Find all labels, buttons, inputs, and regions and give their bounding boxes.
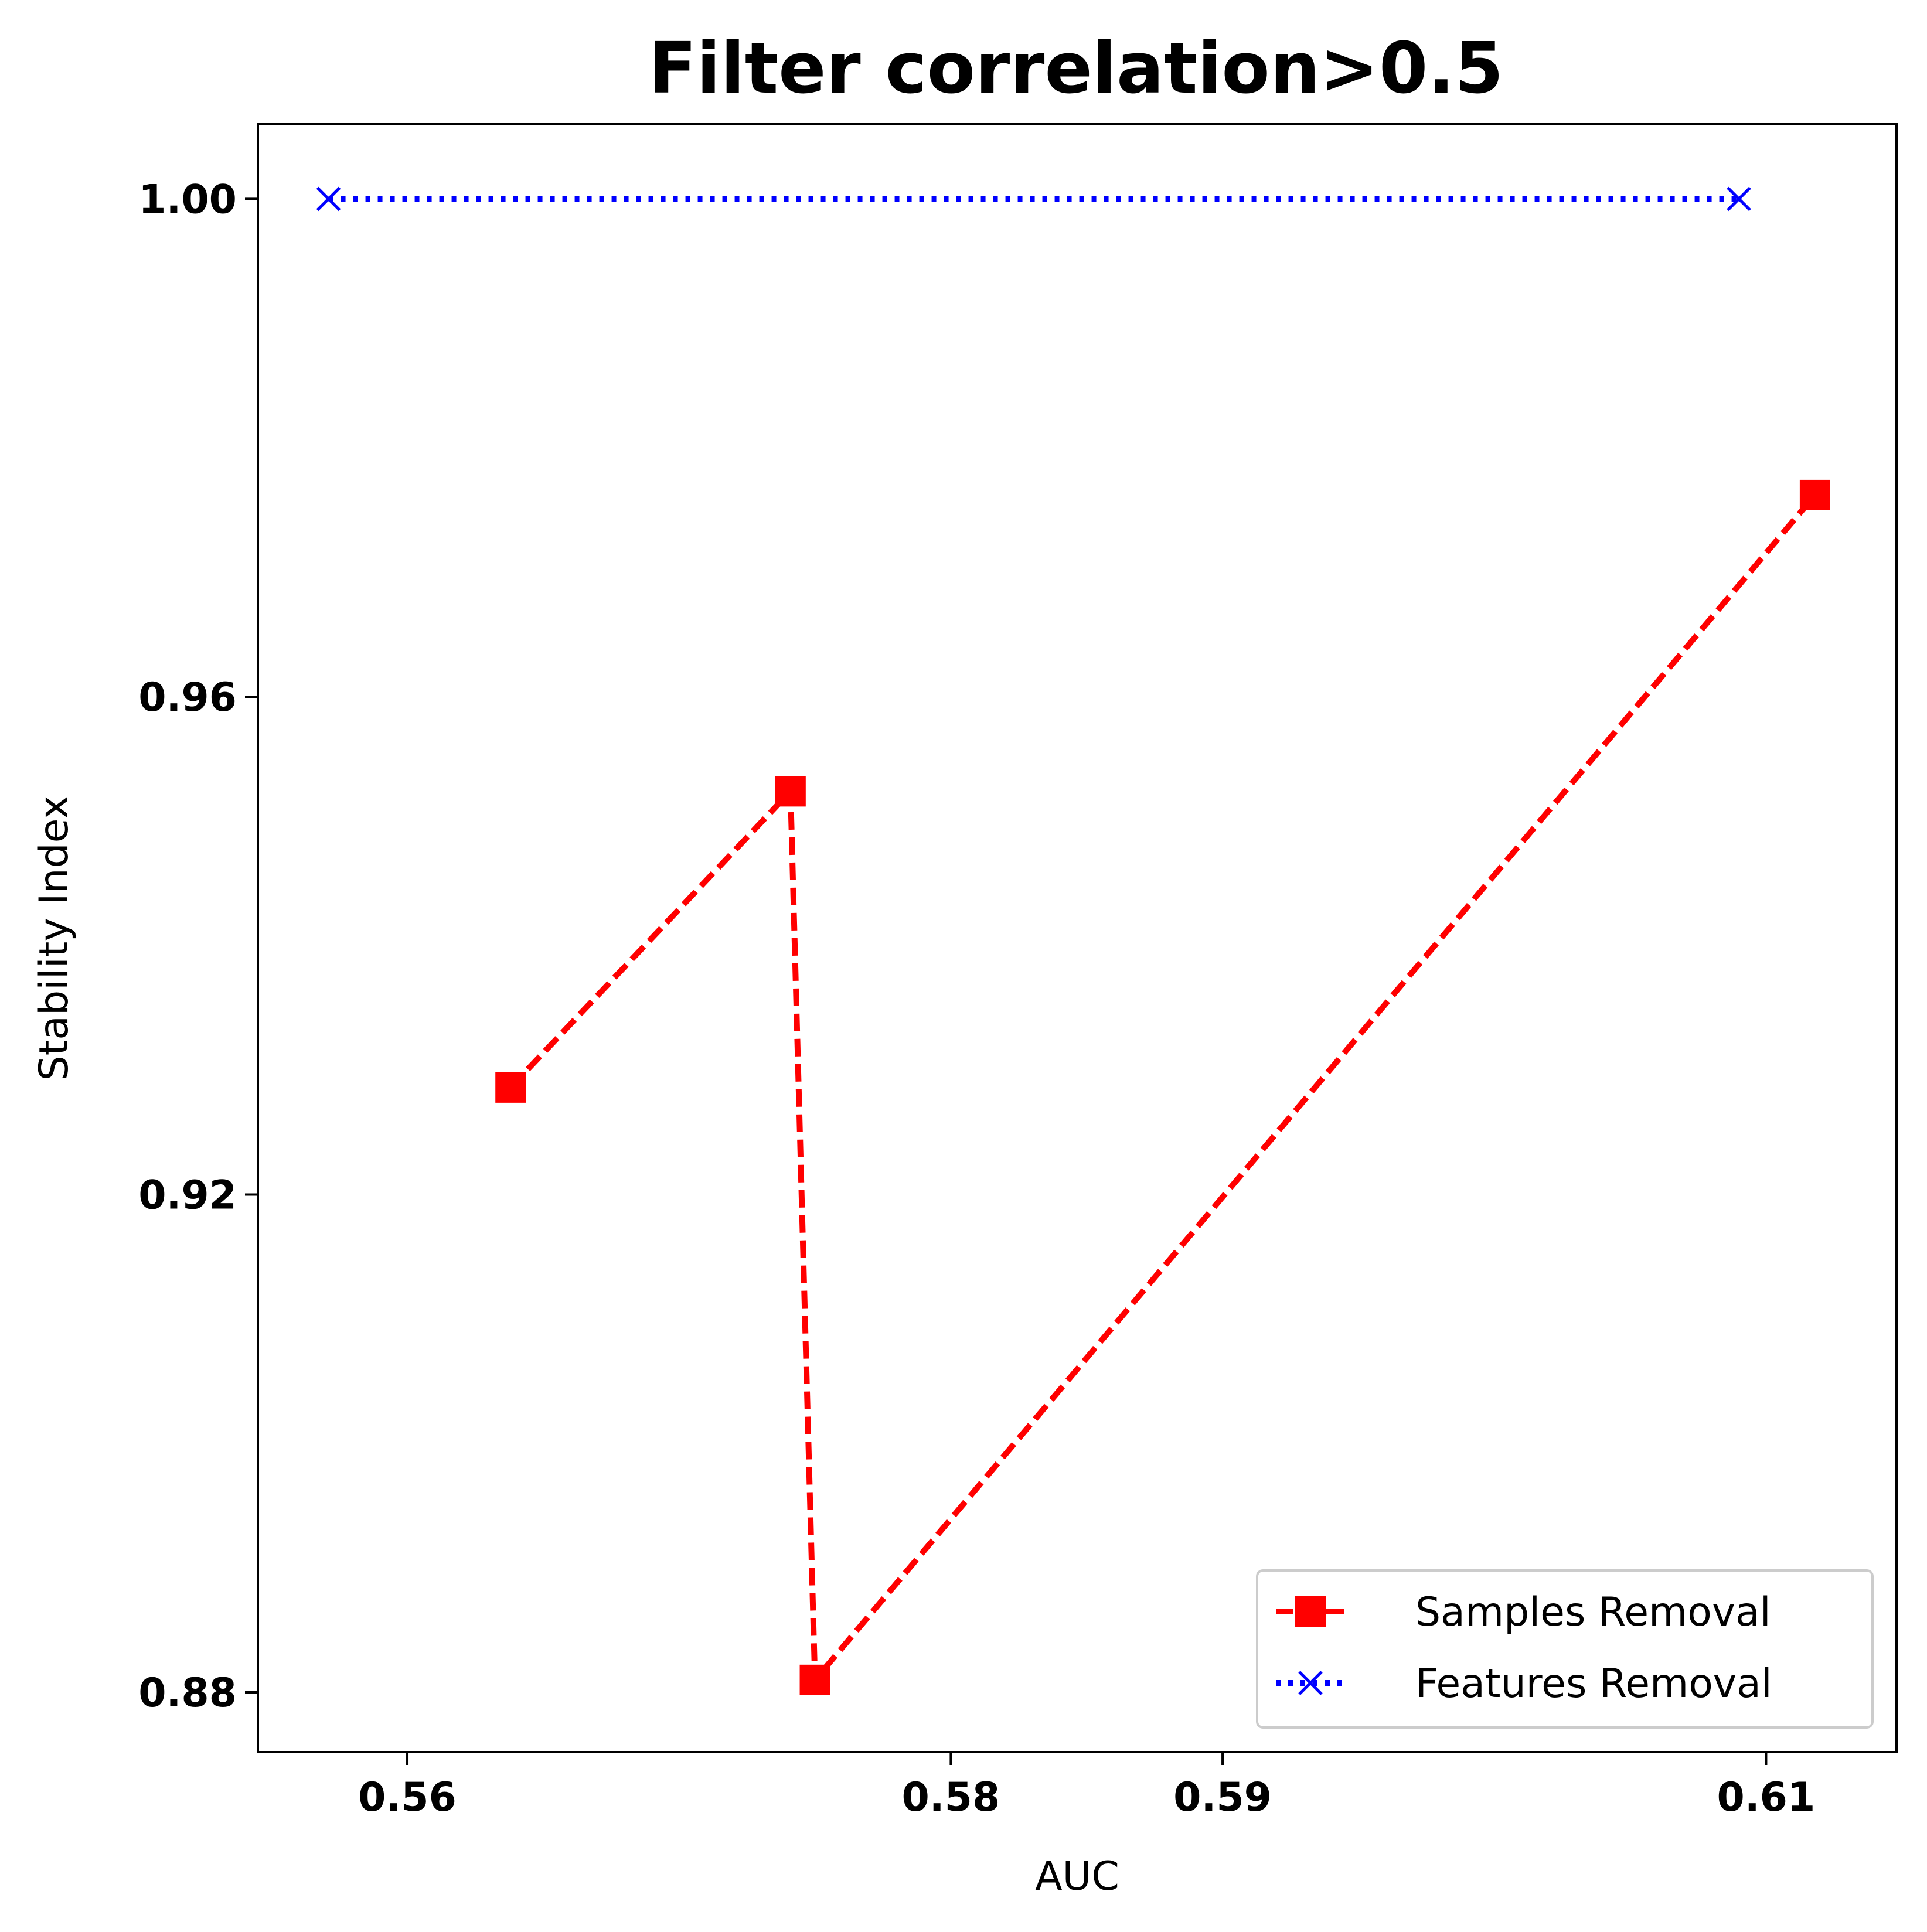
legend: Samples Removal Features Removal [1256, 1569, 1874, 1729]
series-line-samples-removal [508, 493, 1817, 1688]
data-point-features-removal-stroke [1727, 186, 1751, 212]
y-tick-label: 1.00 [138, 176, 237, 223]
data-point-samples-removal [775, 776, 806, 807]
y-tick-label: 0.96 [138, 674, 237, 721]
y-tick-label: 0.92 [138, 1173, 237, 1219]
x-tick-label: 0.58 [901, 1774, 1000, 1821]
y-tick-label: 0.88 [138, 1670, 237, 1716]
data-point-features-removal-stroke [316, 186, 341, 212]
series-samples-removal [495, 479, 1830, 1695]
legend-label-features-removal: Features Removal [1415, 1661, 1772, 1707]
chart-title: Filter correlation>0.5 [649, 28, 1504, 110]
legend-item-samples-removal: Samples Removal [1276, 1589, 1771, 1635]
legend-marker-features-removal-stroke [1298, 1671, 1323, 1695]
legend-box [1256, 1569, 1874, 1729]
data-point-features-removal [1727, 186, 1751, 212]
x-tick-label: 0.61 [1717, 1774, 1816, 1821]
data-point-samples-removal [495, 1072, 526, 1103]
y-axis-label: Stability Index [31, 795, 77, 1081]
legend-marker-features-removal [1298, 1671, 1323, 1695]
plot-frame [257, 123, 1898, 1753]
x-axis: 0.56 0.58 0.59 0.61 [358, 1752, 1815, 1821]
x-tick-label: 0.59 [1173, 1774, 1272, 1821]
series-features-removal [316, 186, 1751, 212]
legend-label-samples-removal: Samples Removal [1415, 1589, 1771, 1635]
x-tick-label: 0.56 [358, 1774, 457, 1821]
legend-item-features-removal: Features Removal [1276, 1661, 1772, 1707]
data-point-samples-removal [1799, 479, 1830, 510]
data-point-samples-removal [799, 1664, 830, 1695]
data-point-features-removal [316, 186, 341, 212]
plot-area [316, 186, 1830, 1695]
legend-marker-samples-removal [1295, 1596, 1326, 1627]
y-axis: 0.88 0.92 0.96 1.00 [138, 176, 258, 1716]
x-axis-label: AUC [1035, 1853, 1119, 1900]
